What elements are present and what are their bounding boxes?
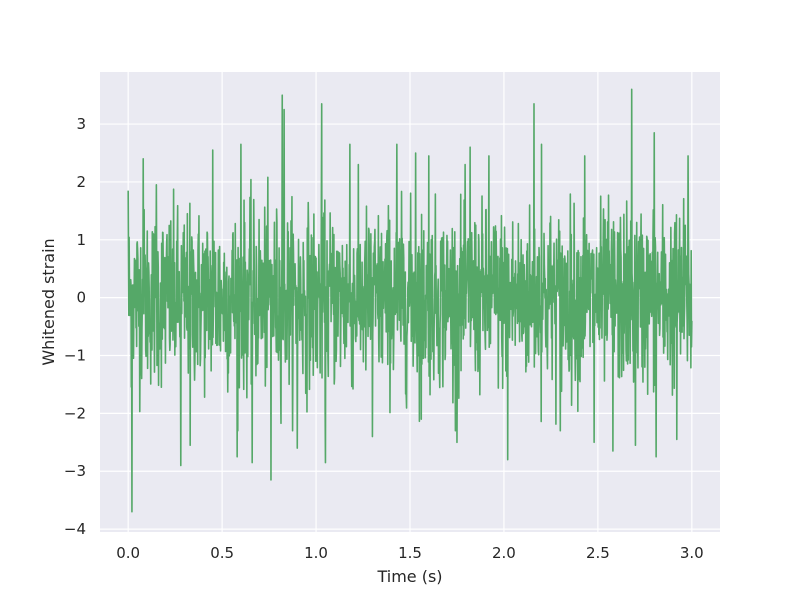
- y-tick-label: 1: [76, 231, 86, 249]
- x-axis-label: Time (s): [376, 567, 442, 586]
- y-tick-label: −2: [64, 404, 86, 422]
- y-tick-label: 0: [76, 289, 86, 307]
- y-axis-label: Whitened strain: [39, 238, 58, 365]
- series-layer: [127, 88, 693, 513]
- y-tick-label: 2: [76, 173, 86, 191]
- x-tick-label: 2.0: [492, 544, 516, 562]
- y-tick-label: −4: [64, 520, 86, 538]
- x-tick-label: 0.5: [210, 544, 234, 562]
- y-tick-label: 3: [76, 115, 86, 133]
- x-tick-label: 2.5: [586, 544, 610, 562]
- x-tick-label: 1.0: [304, 544, 328, 562]
- y-tick-label: −1: [64, 347, 86, 365]
- strain-series-line: [127, 88, 693, 513]
- x-tick-label: 0.0: [116, 544, 140, 562]
- y-tick-label: −3: [64, 462, 86, 480]
- tick-labels: 0.0 0.5 1.0 1.5 2.0 2.5 3.0 −4 −3 −2 −1 0 1 2 3: [64, 115, 704, 562]
- x-tick-label: 3.0: [680, 544, 704, 562]
- x-tick-label: 1.5: [398, 544, 422, 562]
